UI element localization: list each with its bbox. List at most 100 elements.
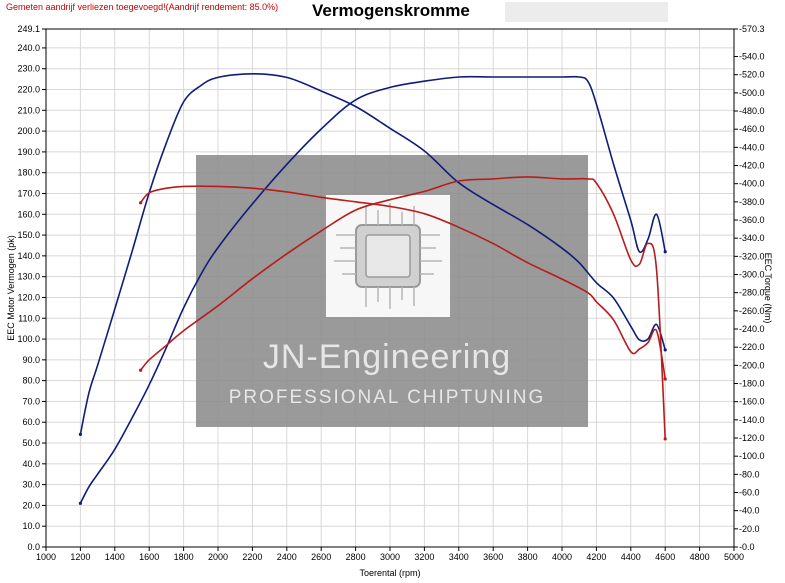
x-tick-label: 1600: [139, 552, 159, 562]
y-right-tick-label: -380.0: [739, 197, 765, 207]
series-start-point-tuned-power: [78, 501, 82, 505]
y-left-tick-label: 110.0: [18, 313, 40, 323]
drivetrain-loss-warning: Gemeten aandrijf verliezen toegevoegd!(A…: [6, 2, 279, 12]
watermark-tagline-text: PROFESSIONAL CHIPTUNING: [229, 387, 546, 408]
series-end-point-tuned-torque: [663, 348, 667, 352]
y-left-tick-label: 140.0: [17, 251, 40, 261]
x-tick-label: 4000: [552, 552, 572, 562]
y-right-tick-label: -120.0: [739, 433, 765, 443]
chip-logo-icon: [326, 195, 450, 317]
y-right-tick-label: -20.0: [739, 524, 760, 534]
y-right-tick-label: -280.0: [739, 288, 765, 298]
x-tick-label: 3800: [518, 552, 538, 562]
y-left-tick-label: 160.0: [17, 209, 40, 219]
series-line-tuned-power: [79, 75, 666, 504]
y-right-tick-label: -220.0: [739, 342, 765, 352]
y-left-tick-label: 40.0: [22, 459, 40, 469]
x-tick-label: 2600: [311, 552, 331, 562]
y-right-tick-label: -540.0: [739, 52, 765, 62]
y-right-tick-label: -140.0: [739, 415, 765, 425]
y-left-axis-label: EEC Motor Vermogen (pk): [6, 235, 16, 341]
y-left-tick-label: 20.0: [22, 500, 40, 510]
x-tick-label: 4400: [621, 552, 641, 562]
y-right-tick-label: -260.0: [739, 306, 765, 316]
y-left-tick-label: 60.0: [22, 417, 40, 427]
y-left-tick-label: 10.0: [22, 521, 40, 531]
x-axis-label: Toerental (rpm): [359, 568, 420, 578]
y-left-tick-label: 249.1: [17, 24, 40, 34]
series-line-stock-torque: [139, 185, 666, 380]
y-right-tick-label: -500.0: [739, 88, 765, 98]
y-left-tick-label: 120.0: [17, 292, 40, 302]
x-tick-label: 1400: [105, 552, 125, 562]
y-right-tick-label: -40.0: [739, 506, 760, 516]
x-tick-label: 2200: [242, 552, 262, 562]
y-left-tick-label: 0.0: [27, 542, 40, 552]
x-tick-label: 3600: [483, 552, 503, 562]
y-right-tick-label: -320.0: [739, 251, 765, 261]
y-left-tick-label: 90.0: [22, 355, 40, 365]
y-left-tick-label: 230.0: [17, 64, 40, 74]
y-right-tick-label: -400.0: [739, 179, 765, 189]
y-right-tick-label: -440.0: [739, 142, 765, 152]
y-left-tick-label: 80.0: [22, 376, 40, 386]
x-tick-label: 2400: [277, 552, 297, 562]
y-right-tick-label: -420.0: [739, 161, 765, 171]
x-tick-label: 3200: [414, 552, 434, 562]
y-right-tick-label: -0.0: [739, 542, 755, 552]
y-right-tick-label: -360.0: [739, 215, 765, 225]
y-right-tick-label: -100.0: [739, 451, 765, 461]
y-left-tick-label: 70.0: [22, 396, 40, 406]
x-tick-label: 4200: [586, 552, 606, 562]
x-tick-label: 3400: [449, 552, 469, 562]
series-end-point-tuned-power: [663, 250, 667, 254]
y-right-tick-label: -520.0: [739, 70, 765, 80]
y-left-tick-label: 170.0: [17, 188, 40, 198]
y-right-tick-label: -240.0: [739, 324, 765, 334]
watermark-brand-text: JN-Engineering: [263, 338, 511, 376]
y-left-tick-label: 30.0: [22, 480, 40, 490]
watermark: JN-Engineering PROFESSIONAL CHIPTUNING: [196, 155, 588, 427]
x-tick-label: 4800: [690, 552, 710, 562]
x-tick-label: 4600: [655, 552, 675, 562]
series-end-point-stock-torque: [663, 377, 667, 381]
series-start-point-tuned-torque: [78, 432, 82, 436]
chart-title: Vermogenskromme: [312, 1, 470, 20]
y-left-tick-label: 130.0: [17, 272, 40, 282]
y-right-tick-label: -300.0: [739, 270, 765, 280]
series-start-point-stock-power: [139, 368, 143, 372]
y-left-tick-label: 210.0: [17, 105, 40, 115]
y-left-tick-label: 220.0: [17, 85, 40, 95]
axes: 1000 1200 1400 1600 1800 2000 2200 2400 2600 2800…: [6, 24, 773, 578]
title-side-panel: [505, 2, 668, 22]
series: [78, 73, 667, 505]
y-left-tick-label: 190.0: [17, 147, 40, 157]
y-right-tick-label: -460.0: [739, 124, 765, 134]
y-right-axis-label: EEC Torque (Nm): [763, 253, 773, 324]
x-tick-label: 5000: [724, 552, 744, 562]
y-left-tick-label: 150.0: [17, 230, 40, 240]
x-tick-label: 2800: [346, 552, 366, 562]
y-left-tick-label: 240.0: [17, 43, 40, 53]
y-left-tick-label: 50.0: [22, 438, 40, 448]
y-left-tick-label: 180.0: [17, 168, 40, 178]
y-left-tick-label: 100.0: [17, 334, 40, 344]
series-line-tuned-torque: [79, 73, 666, 435]
y-right-tick-label: -480.0: [739, 106, 765, 116]
y-right-tick-label: -160.0: [739, 397, 765, 407]
y-right-tick-label: -60.0: [739, 488, 760, 498]
x-tick-label: 1200: [70, 552, 90, 562]
y-left-tick-label: 200.0: [17, 126, 40, 136]
series-end-point-stock-power: [663, 437, 667, 441]
x-tick-label: 2000: [208, 552, 228, 562]
x-tick-label: 3000: [380, 552, 400, 562]
y-right-tick-label: -340.0: [739, 233, 765, 243]
y-right-tick-label: -80.0: [739, 469, 760, 479]
y-right-tick-label: -200.0: [739, 360, 765, 370]
x-tick-label: 1800: [174, 552, 194, 562]
y-right-tick-label: -570.3: [739, 24, 765, 34]
y-right-tick-label: -180.0: [739, 379, 765, 389]
series-start-point-stock-torque: [139, 201, 143, 205]
